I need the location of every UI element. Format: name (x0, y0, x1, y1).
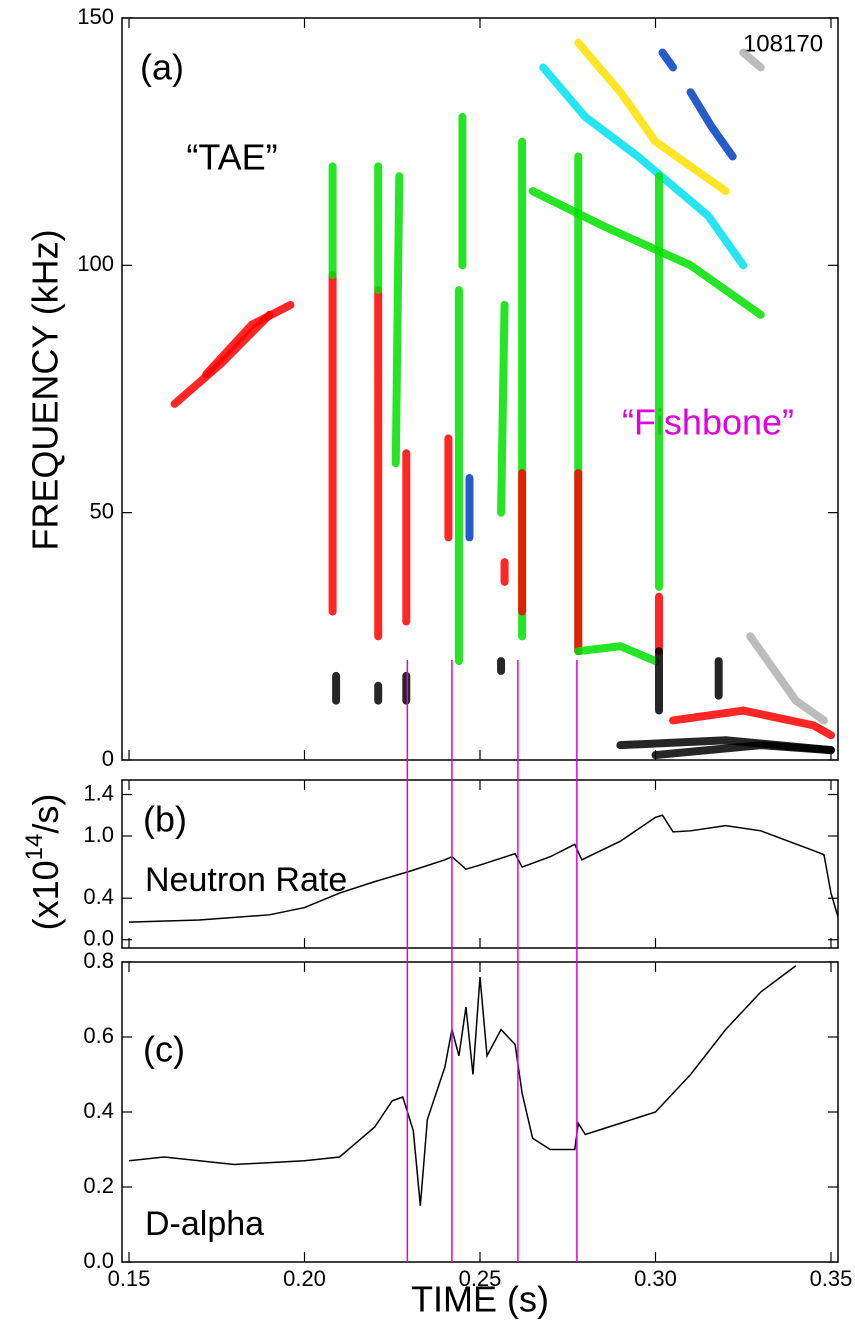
x-tick-label: 0.35 (810, 1266, 853, 1291)
x-axis-label: TIME (s) (411, 1279, 549, 1320)
contour (658, 48, 678, 72)
y-axis-label: (x1014/s) (21, 794, 65, 931)
panel-label: (b) (143, 799, 187, 840)
contour (574, 642, 660, 666)
y-tick-label: 0.6 (83, 1023, 114, 1048)
panel-label: (a) (140, 47, 184, 88)
contour (574, 38, 730, 196)
y-tick-label: 100 (77, 251, 114, 276)
y-tick-label: 0.0 (83, 1248, 114, 1273)
plot-frame (121, 17, 839, 761)
y-axis-label: FREQUENCY (kHz) (25, 229, 66, 550)
y-tick-label: 1.4 (83, 780, 114, 805)
series-line (128, 965, 797, 1206)
y-axis-label-part: (x10 (25, 860, 66, 930)
y-tick-label: 1.0 (83, 822, 114, 847)
x-tick-label: 0.20 (283, 1266, 326, 1291)
series-line (128, 814, 838, 923)
contour (528, 187, 765, 319)
plot-area (170, 38, 835, 760)
series-label: D-alpha (145, 1205, 264, 1243)
x-tick-label: 0.25 (459, 1266, 502, 1291)
y-tick-label: 0.8 (83, 948, 114, 973)
contour (202, 300, 295, 379)
x-tick-label: 0.15 (108, 1266, 151, 1291)
annotation: “Fishbone” (622, 402, 794, 443)
series-label: Neutron Rate (145, 861, 347, 899)
y-tick-label: 50 (90, 498, 114, 523)
y-tick-label: 0.0 (83, 926, 114, 951)
contour (539, 63, 748, 270)
y-tick-label: 0 (102, 746, 114, 771)
contour (669, 706, 835, 740)
panel-label: (c) (143, 1029, 185, 1070)
y-tick-label: 0.4 (83, 1098, 114, 1123)
y-tick-label: 0.4 (83, 884, 114, 909)
annotation: “TAE” (186, 137, 277, 178)
plot-area (128, 814, 838, 923)
y-tick-label: 150 (77, 4, 114, 29)
y-axis-label-part: /s) (25, 794, 66, 834)
y-axis-label-exponent: 14 (21, 834, 48, 861)
contour (391, 172, 404, 468)
shot-number: 108170 (743, 30, 823, 57)
contour (746, 632, 828, 725)
y-tick-label: 0.2 (83, 1173, 114, 1198)
plot-area (128, 965, 797, 1206)
contour (497, 300, 509, 517)
contour (739, 48, 765, 72)
x-tick-label: 0.30 (634, 1266, 677, 1291)
contour (686, 88, 737, 161)
contour (651, 741, 835, 760)
